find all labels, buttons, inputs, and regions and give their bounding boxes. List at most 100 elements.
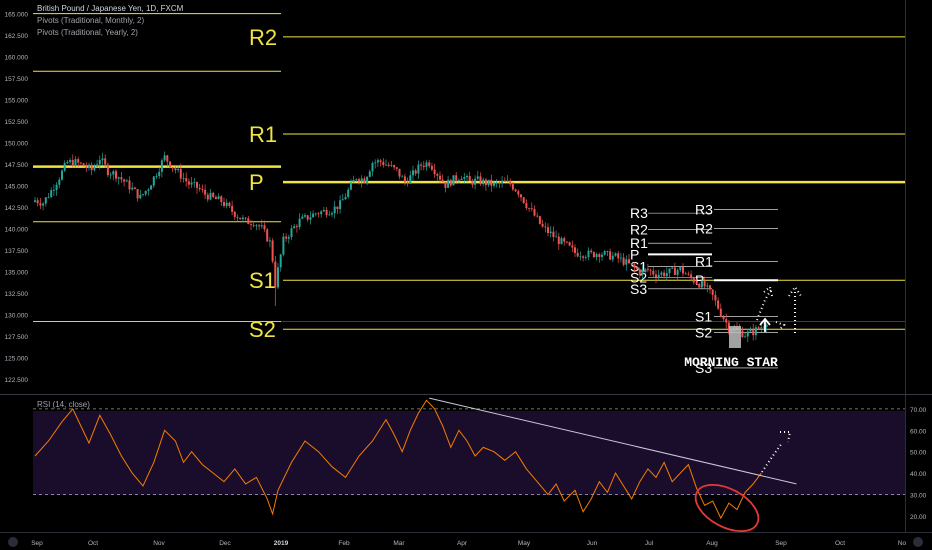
candle-body [614, 253, 617, 256]
candle-body [538, 216, 541, 224]
timezone-button[interactable] [8, 537, 18, 547]
candle-body [525, 202, 528, 209]
candle-body [150, 185, 153, 190]
candle-body [236, 216, 239, 218]
candle-body [301, 216, 304, 219]
candle-body [131, 187, 134, 190]
candle-body [428, 162, 431, 166]
price-tick-label: 142.500 [5, 205, 29, 212]
candle-body [368, 171, 371, 177]
candle-body [463, 177, 466, 179]
price-tick-label: 147.500 [5, 162, 29, 169]
candle-body [568, 242, 571, 246]
candle-body [420, 164, 423, 166]
candle-body [576, 252, 579, 257]
candle-body [190, 182, 193, 185]
candle-body [382, 161, 385, 166]
candle-body [117, 177, 120, 179]
candle-body [447, 179, 450, 188]
candle-body [223, 202, 225, 206]
candle-body [482, 179, 485, 185]
candle-body [590, 250, 593, 253]
candle-body [555, 236, 558, 238]
candle-body [52, 190, 55, 191]
candle-body [479, 176, 482, 185]
candle-body [665, 273, 668, 277]
candle-body [304, 215, 306, 217]
candle-body [765, 324, 768, 327]
candle-body [268, 240, 271, 242]
time-tick-label: Aug [706, 540, 718, 547]
candle-body [401, 176, 404, 178]
candle-body [633, 264, 636, 268]
candle-body [636, 267, 639, 270]
candle-body [444, 181, 447, 188]
candle-body [120, 177, 123, 180]
candle-body [692, 278, 695, 283]
candle-body [293, 226, 296, 229]
time-tick-label: No [898, 540, 907, 547]
candle-body [347, 189, 350, 197]
candle-body [700, 280, 703, 288]
candle-body [61, 170, 63, 180]
price-tick-label: 122.500 [5, 377, 29, 384]
candle-body [47, 197, 50, 198]
candle-body [209, 192, 212, 200]
candle-body [228, 202, 231, 206]
candle-body [441, 179, 444, 182]
candle-body [649, 269, 652, 271]
candle-body [476, 176, 479, 179]
candle-body [163, 155, 166, 161]
annotations: MORNING STAR [684, 285, 802, 370]
candle-body [363, 178, 366, 184]
price-tick-label: 140.000 [5, 227, 29, 234]
candle-body [63, 163, 66, 171]
yearly-pivot-label: S1 [249, 268, 276, 293]
candle-body [271, 240, 274, 262]
candle-body [225, 202, 228, 206]
indicator-yearly: Pivots (Traditional, Yearly, 2) [37, 28, 138, 37]
candle-body [322, 210, 325, 212]
auto-scale-button[interactable] [913, 537, 923, 547]
candle-body [719, 308, 722, 317]
candle-body [549, 231, 552, 234]
candle-body [179, 168, 182, 179]
candle-body [520, 194, 522, 198]
candle-body [544, 226, 547, 228]
candle-body [142, 194, 144, 196]
candle-body [468, 176, 471, 181]
price-tick-label: 145.000 [5, 184, 29, 191]
candle-body [714, 295, 717, 301]
candle-body [584, 257, 587, 258]
rsi-tick-label: 40.00 [910, 471, 927, 478]
yearly-pivot-label: P [249, 170, 264, 195]
monthly-pivot-label: S3 [630, 281, 647, 297]
candle-body [123, 179, 126, 182]
candle-body [430, 165, 433, 170]
candle-body [417, 164, 420, 174]
candle-body [466, 176, 468, 178]
monthly-pivot-label: R3 [695, 202, 713, 218]
candle-body [725, 319, 728, 323]
candle-body [574, 247, 576, 253]
candle-body [260, 225, 263, 227]
monthly-pivot-label: R1 [630, 235, 648, 251]
candle-body [174, 168, 177, 171]
candle-body [266, 229, 269, 242]
morning-star-highlight [729, 326, 741, 348]
price-tick-label: 150.000 [5, 141, 29, 148]
candle-body [358, 179, 360, 182]
candle-body [749, 329, 752, 332]
candle-body [39, 203, 42, 206]
candle-body [611, 255, 614, 260]
candle-body [530, 208, 533, 210]
symbol-title: British Pound / Japanese Yen, 1D, FXCM [37, 4, 184, 13]
candle-body [250, 224, 252, 225]
axes: 165.000 162.500 160.000 157.500 155.000 152.5… [5, 12, 927, 547]
candle-body [376, 160, 379, 163]
time-tick-label: May [518, 540, 531, 547]
candle-body [663, 272, 666, 277]
candle-body [206, 194, 209, 200]
candle-body [682, 266, 684, 274]
